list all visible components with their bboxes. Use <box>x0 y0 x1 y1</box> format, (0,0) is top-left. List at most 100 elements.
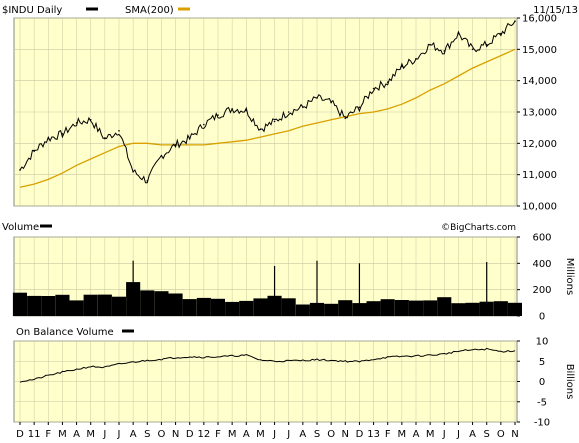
x-tick-label: S <box>484 429 490 440</box>
price-point <box>485 43 488 46</box>
x-tick-label: N <box>172 429 179 440</box>
price-point <box>118 130 120 132</box>
volume-bar <box>111 296 126 316</box>
volume-bar <box>394 300 409 316</box>
x-tick-label: M <box>398 429 407 440</box>
sma-legend-label: SMA(200) <box>125 5 174 16</box>
x-tick-label: N <box>342 429 349 440</box>
x-tick-label: J <box>442 429 446 440</box>
x-tick-label: F <box>45 429 51 440</box>
x-tick-label: A <box>243 429 250 440</box>
price-legend-label: $INDU Daily <box>2 5 62 16</box>
price-point <box>471 48 474 51</box>
price-point <box>160 155 163 157</box>
price-point <box>174 144 177 146</box>
price-point <box>47 137 50 140</box>
x-tick-label: J <box>456 429 460 440</box>
volume-bar <box>423 300 438 316</box>
price-point <box>245 109 248 112</box>
price-point <box>372 87 375 90</box>
price-point <box>316 97 318 99</box>
price-point <box>514 20 516 22</box>
volume-bar <box>507 302 522 316</box>
volume-bar <box>55 294 70 316</box>
obv-ytick-label: 0 <box>539 377 545 388</box>
x-tick-label: F <box>215 429 221 440</box>
x-tick-label: J <box>117 429 121 440</box>
volume-bar <box>338 300 353 316</box>
obv-ytick-label: 5 <box>539 357 545 368</box>
volume-ytick-label: 0 <box>539 312 545 323</box>
price-point <box>104 137 106 140</box>
x-tick-label: 13 <box>367 429 380 440</box>
volume-bar <box>380 299 395 316</box>
x-tick-label: M <box>228 429 237 440</box>
volume-bar <box>196 297 211 316</box>
volume-bar <box>154 291 169 316</box>
price-point <box>287 111 290 113</box>
watermark: ©BigCharts.com <box>441 223 516 233</box>
x-tick-label: M <box>86 429 95 440</box>
obv-ylabel: Billions <box>564 364 575 400</box>
x-tick-label: J <box>272 429 276 440</box>
x-tick-label: J <box>102 429 106 440</box>
price-point <box>203 123 205 126</box>
volume-bar <box>182 299 197 316</box>
sma-line <box>19 48 516 188</box>
volume-title: Volume <box>2 222 39 233</box>
x-tick-label: J <box>286 429 290 440</box>
x-tick-label: M <box>426 429 435 440</box>
x-tick-label: A <box>299 429 306 440</box>
price-ytick-label: 14,000 <box>522 76 557 87</box>
price-point <box>132 170 134 173</box>
price-ytick-label: 16,000 <box>522 14 557 25</box>
volume-bar <box>12 292 27 316</box>
volume-bar <box>168 293 183 316</box>
volume-bar <box>140 290 155 316</box>
price-point <box>443 50 446 52</box>
price-line <box>19 20 516 184</box>
volume-bar <box>225 301 240 316</box>
price-point <box>500 32 502 35</box>
price-point <box>259 128 262 131</box>
price-point <box>19 169 21 171</box>
volume-bar <box>408 300 423 316</box>
obv-ytick-label: 10 <box>536 337 549 348</box>
x-tick-label: M <box>256 429 265 440</box>
volume-bar <box>465 302 480 316</box>
volume-bar <box>295 304 310 316</box>
x-tick-label: O <box>157 429 165 440</box>
x-tick-label: S <box>144 429 150 440</box>
price-point <box>33 150 35 152</box>
x-tick-label: F <box>385 429 391 440</box>
volume-bar <box>281 298 296 316</box>
price-point <box>429 43 431 46</box>
price-point <box>457 32 460 35</box>
price-point <box>188 137 191 140</box>
x-tick-label: M <box>58 429 67 440</box>
price-point <box>61 133 64 135</box>
x-tick-label: A <box>413 429 420 440</box>
x-tick-label: D <box>16 429 24 440</box>
price-ytick-label: 12,000 <box>522 139 557 150</box>
volume-bar <box>366 301 381 316</box>
x-tick-label: 12 <box>197 429 210 440</box>
obv-line <box>19 347 516 383</box>
obv-title: On Balance Volume <box>16 327 114 338</box>
x-tick-label: S <box>314 429 320 440</box>
obv-ytick-label: -5 <box>537 397 547 408</box>
obv-ytick-label: -10 <box>534 418 550 429</box>
x-tick-label: D <box>186 429 194 440</box>
price-point <box>89 119 92 121</box>
price-point <box>273 120 276 123</box>
price-point <box>330 101 332 104</box>
volume-bar <box>239 300 254 316</box>
volume-bar <box>324 303 339 316</box>
volume-bar <box>437 297 452 316</box>
price-point <box>217 114 219 116</box>
price-ytick-label: 11,000 <box>522 170 557 181</box>
x-tick-label: A <box>130 429 137 440</box>
date-label: 11/15/13 <box>533 5 578 16</box>
price-point <box>344 117 347 120</box>
